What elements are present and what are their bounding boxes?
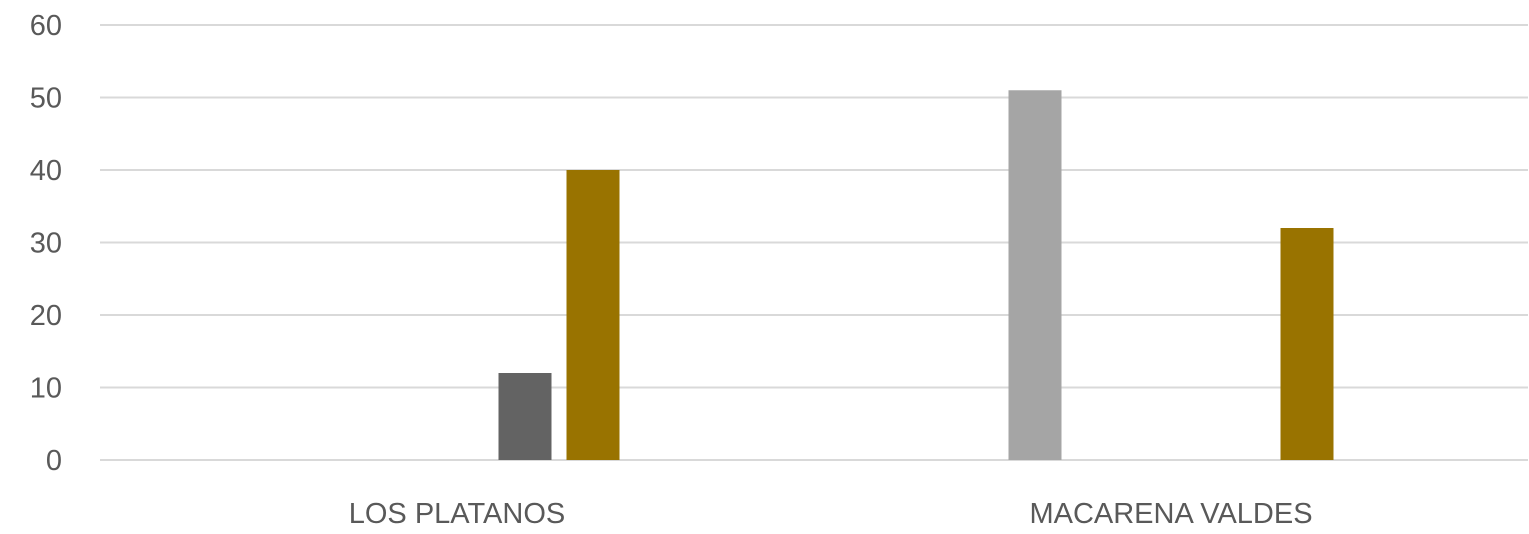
y-tick-label: 50 bbox=[30, 83, 62, 115]
y-tick-label: 60 bbox=[30, 10, 62, 42]
x-axis: LOS PLATANOS MACARENA VALDES bbox=[349, 498, 1313, 530]
x-category-label: LOS PLATANOS bbox=[349, 498, 566, 530]
y-tick-label: 0 bbox=[46, 445, 62, 477]
y-tick-label: 30 bbox=[30, 228, 62, 260]
y-tick-label: 40 bbox=[30, 155, 62, 187]
x-category-label: MACARENA VALDES bbox=[1029, 498, 1312, 530]
gridlines bbox=[100, 24, 1528, 461]
bar-los-platanos-series-5 bbox=[566, 170, 620, 460]
y-axis: 0 10 20 30 40 50 60 bbox=[30, 10, 62, 477]
y-tick-label: 10 bbox=[30, 373, 62, 405]
bar-macarena-valdes-series-5 bbox=[1280, 228, 1334, 460]
bar-macarena-valdes-series-1 bbox=[1008, 90, 1062, 460]
bar-los-platanos-series-4 bbox=[498, 373, 552, 460]
bars bbox=[498, 90, 1334, 460]
y-tick-label: 20 bbox=[30, 300, 62, 332]
